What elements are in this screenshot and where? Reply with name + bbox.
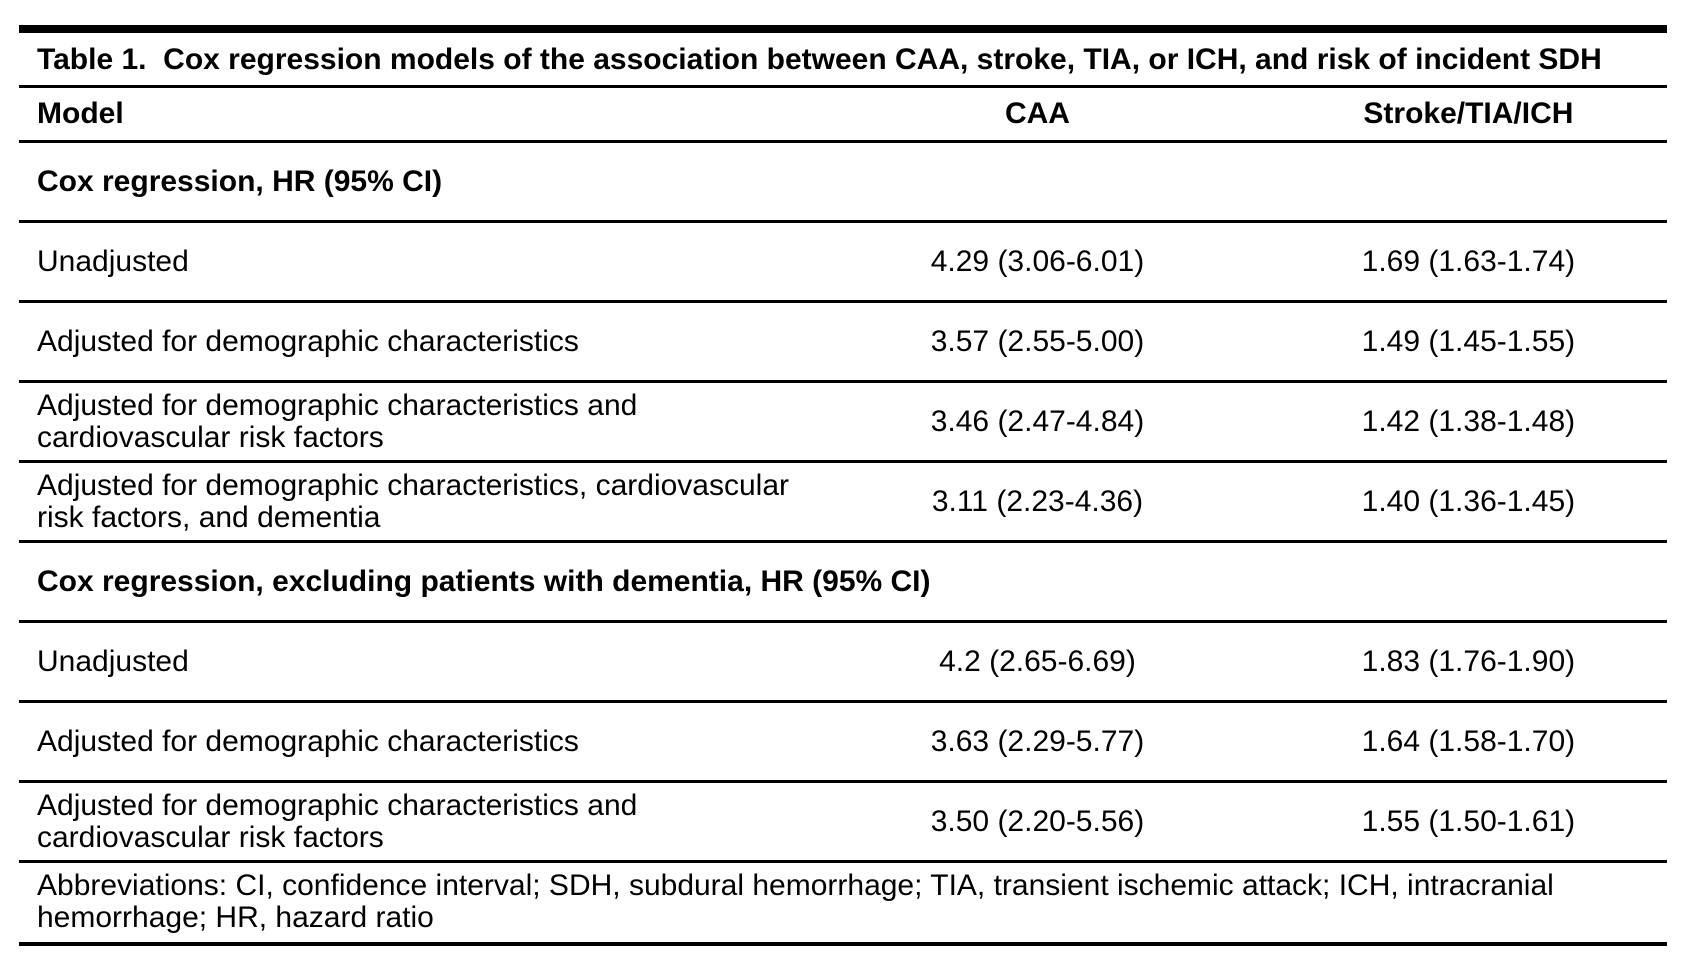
caa-value-cell: 4.2 (2.65-6.69) [939, 644, 1136, 678]
column-header-stroke-tia-ich: Stroke/TIA/ICH [1363, 97, 1574, 130]
table-header-row: Model CAA Stroke/TIA/ICH [19, 88, 1667, 143]
stroke-tia-ich-value-cell: 1.40 (1.36-1.45) [1361, 484, 1576, 518]
model-cell: Unadjusted [37, 644, 189, 678]
caa-value-cell: 3.11 (2.23-4.36) [931, 484, 1144, 518]
stroke-tia-ich-value-cell: 1.42 (1.38-1.48) [1361, 404, 1576, 438]
model-cell: Adjusted for demographic characteristics [37, 724, 579, 758]
stroke-tia-ich-value-cell: 1.64 (1.58-1.70) [1361, 724, 1576, 758]
table-row: Unadjusted 4.2 (2.65-6.69) 1.83 (1.76-1.… [19, 623, 1667, 703]
section-heading-cox-regression-excluding-dementia: Cox regression, excluding patients with … [19, 543, 1667, 623]
model-cell: Adjusted for demographic characteristics… [37, 788, 638, 854]
model-cell: Adjusted for demographic characteristics… [37, 468, 790, 534]
caa-value-cell: 4.29 (3.06-6.01) [930, 244, 1145, 278]
table-row: Adjusted for demographic characteristics… [19, 303, 1667, 383]
caa-value-cell: 3.46 (2.47-4.84) [930, 404, 1145, 438]
table-row: Adjusted for demographic characteristics… [19, 703, 1667, 783]
stroke-tia-ich-value-cell: 1.69 (1.63-1.74) [1361, 244, 1576, 278]
column-header-model: Model [37, 97, 124, 130]
model-cell: Unadjusted [37, 244, 189, 278]
model-cell: Adjusted for demographic characteristics [37, 324, 579, 358]
table-footnote: Abbreviations: CI, confidence interval; … [37, 869, 1554, 934]
table-row: Adjusted for demographic characteristics… [19, 463, 1667, 543]
table-row: Unadjusted 4.29 (3.06-6.01) 1.69 (1.63-1… [19, 223, 1667, 303]
cox-regression-table: Table 1. Cox regression models of the as… [19, 25, 1667, 946]
caa-value-cell: 3.50 (2.20-5.56) [930, 804, 1145, 838]
stroke-tia-ich-value-cell: 1.55 (1.50-1.61) [1361, 804, 1576, 838]
stroke-tia-ich-value-cell: 1.49 (1.45-1.55) [1361, 324, 1576, 358]
section-heading-cox-regression: Cox regression, HR (95% CI) [19, 143, 1667, 223]
table-title: Table 1. Cox regression models of the as… [19, 33, 1667, 88]
model-cell: Adjusted for demographic characteristics… [37, 388, 638, 454]
table-row: Adjusted for demographic characteristics… [19, 383, 1667, 463]
column-header-caa: CAA [1004, 97, 1070, 130]
caa-value-cell: 3.63 (2.29-5.77) [930, 724, 1145, 758]
table-row: Adjusted for demographic characteristics… [19, 783, 1667, 863]
stroke-tia-ich-value-cell: 1.83 (1.76-1.90) [1361, 644, 1576, 678]
caa-value-cell: 3.57 (2.55-5.00) [930, 324, 1145, 358]
